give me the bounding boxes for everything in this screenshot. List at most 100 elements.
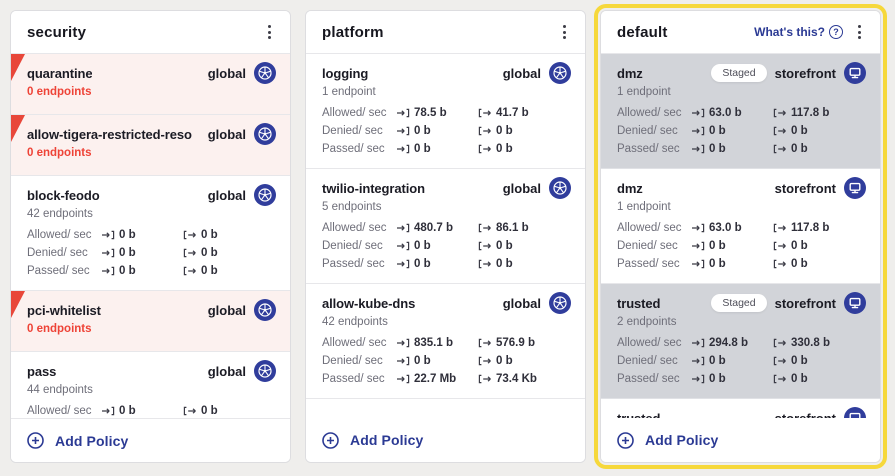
metric-row-allowed: Allowed/ sec 480.7 b 86.1 b — [322, 219, 571, 237]
kubernetes-icon — [254, 184, 276, 206]
add-policy-button[interactable]: Add Policy — [601, 418, 880, 462]
add-policy-button[interactable]: Add Policy — [306, 418, 585, 462]
metric-label: Denied/ sec — [27, 247, 88, 259]
tier-header: default What's this? ? — [601, 11, 880, 54]
egress-value: 117.8 b — [791, 222, 830, 234]
metric-row-allowed: Allowed/ sec 63.0 b 117.8 b — [617, 104, 866, 122]
ingress-value: 480.7 b — [414, 222, 453, 234]
tier-header: security — [11, 11, 290, 54]
egress-arrow-icon — [478, 356, 491, 366]
egress-value: 0 b — [201, 247, 218, 259]
policy-card[interactable]: logging global 1 endpoint Allowed/ sec — [306, 54, 585, 169]
scope-label: global — [502, 180, 541, 196]
egress-arrow-icon — [183, 230, 196, 240]
whats-this-link[interactable]: What's this? ? — [754, 25, 843, 39]
policy-card[interactable]: pci-whitelist global 0 endpoints — [11, 291, 290, 352]
egress-value: 0 b — [496, 240, 513, 252]
egress-value: 0 b — [791, 258, 808, 270]
metric-row-allowed: Allowed/ sec 0 b 0 b — [27, 402, 276, 418]
policy-card[interactable]: block-feodo global 42 endpoints Allowed/… — [11, 176, 290, 291]
policy-name: twilio-integration — [322, 180, 425, 196]
ingress-value: 78.5 b — [414, 107, 447, 119]
add-policy-label: Add Policy — [350, 432, 424, 448]
policy-name: trusted — [617, 410, 661, 419]
endpoints-count: 2 endpoints — [617, 316, 677, 328]
metric-row-allowed: Allowed/ sec 294.8 b 330.8 b — [617, 334, 866, 352]
kebab-menu-icon[interactable] — [263, 22, 276, 42]
egress-value: 0 b — [496, 143, 513, 155]
kebab-menu-icon[interactable] — [558, 22, 571, 42]
egress-arrow-icon — [773, 241, 786, 251]
policy-card[interactable]: allow-kube-dns global 42 endpoints Allow… — [306, 284, 585, 399]
policy-card[interactable]: trusted Staged storefront 2 endpoints Al… — [601, 284, 880, 399]
policy-card[interactable]: twilio-integration global 5 endpoints Al… — [306, 169, 585, 284]
ingress-value: 835.1 b — [414, 337, 453, 349]
add-policy-label: Add Policy — [55, 432, 129, 449]
metric-label: Allowed/ sec — [617, 337, 682, 349]
scope-label: global — [207, 363, 246, 379]
kubernetes-icon — [254, 62, 276, 84]
metric-label: Allowed/ sec — [322, 222, 387, 234]
ingress-value: 0 b — [709, 125, 726, 137]
egress-arrow-icon — [773, 259, 786, 269]
egress-value: 0 b — [496, 258, 513, 270]
add-policy-label: Add Policy — [645, 432, 719, 448]
ingress-value: 0 b — [414, 355, 431, 367]
staged-badge: Staged — [711, 64, 767, 82]
policy-name: pci-whitelist — [27, 302, 101, 318]
metrics: Allowed/ sec 63.0 b 117.8 b Denied/ sec … — [617, 219, 866, 273]
endpoints-count: 42 endpoints — [27, 208, 93, 220]
metric-label: Allowed/ sec — [617, 222, 682, 234]
policy-card[interactable]: trusted storefront — [601, 399, 880, 418]
egress-arrow-icon — [773, 356, 786, 366]
ingress-value: 0 b — [414, 240, 431, 252]
policy-card[interactable]: dmz Staged storefront 1 endpoint Allowed… — [601, 54, 880, 169]
kebab-menu-icon[interactable] — [853, 22, 866, 42]
policy-card[interactable]: allow-tigera-restricted-resources global… — [11, 115, 290, 176]
egress-value: 0 b — [791, 125, 808, 137]
add-policy-button[interactable]: Add Policy — [11, 418, 290, 462]
ingress-value: 0 b — [709, 143, 726, 155]
tier-column-security: security quarantine global — [10, 10, 291, 463]
ingress-arrow-icon — [102, 248, 115, 258]
policy-card[interactable]: dmz storefront 1 endpoint Allowed/ sec — [601, 169, 880, 284]
metrics: Allowed/ sec 0 b 0 b Denied/ sec 0 b — [27, 402, 276, 418]
ingress-value: 0 b — [709, 355, 726, 367]
metric-label: Denied/ sec — [617, 240, 678, 252]
scope-label: storefront — [774, 410, 836, 419]
ingress-arrow-icon — [397, 374, 410, 384]
ingress-value: 63.0 b — [709, 222, 742, 234]
metric-label: Allowed/ sec — [322, 337, 387, 349]
scope-label: storefront — [774, 295, 836, 311]
ingress-value: 0 b — [119, 229, 136, 241]
egress-arrow-icon — [773, 108, 786, 118]
metrics: Allowed/ sec 480.7 b 86.1 b Denied/ sec … — [322, 219, 571, 273]
tier-column-platform: platform logging global — [305, 10, 586, 463]
egress-value: 0 b — [791, 355, 808, 367]
ingress-arrow-icon — [692, 338, 705, 348]
metric-row-denied: Denied/ sec 0 b 0 b — [322, 237, 571, 255]
kubernetes-icon — [254, 299, 276, 321]
ingress-arrow-icon — [692, 241, 705, 251]
storefront-icon — [844, 62, 866, 84]
tier-header: platform — [306, 11, 585, 54]
policy-card-list: dmz Staged storefront 1 endpoint Allowed… — [601, 54, 880, 418]
ingress-value: 0 b — [414, 125, 431, 137]
scope-label: global — [502, 65, 541, 81]
plus-circle-icon — [617, 431, 634, 449]
egress-arrow-icon — [773, 126, 786, 136]
metric-row-denied: Denied/ sec 0 b 0 b — [322, 122, 571, 140]
egress-arrow-icon — [183, 248, 196, 258]
metrics: Allowed/ sec 63.0 b 117.8 b Denied/ sec … — [617, 104, 866, 158]
ingress-arrow-icon — [397, 144, 410, 154]
policy-name: quarantine — [27, 65, 93, 81]
policy-card[interactable]: quarantine global 0 endpoints — [11, 54, 290, 115]
ingress-value: 63.0 b — [709, 107, 742, 119]
egress-value: 117.8 b — [791, 107, 830, 119]
egress-arrow-icon — [773, 223, 786, 233]
metric-row-denied: Denied/ sec 0 b 0 b — [322, 352, 571, 370]
metric-label: Denied/ sec — [322, 240, 383, 252]
policy-card[interactable]: pass global 44 endpoints Allowed/ sec — [11, 352, 290, 418]
ingress-arrow-icon — [692, 144, 705, 154]
egress-value: 0 b — [791, 373, 808, 385]
